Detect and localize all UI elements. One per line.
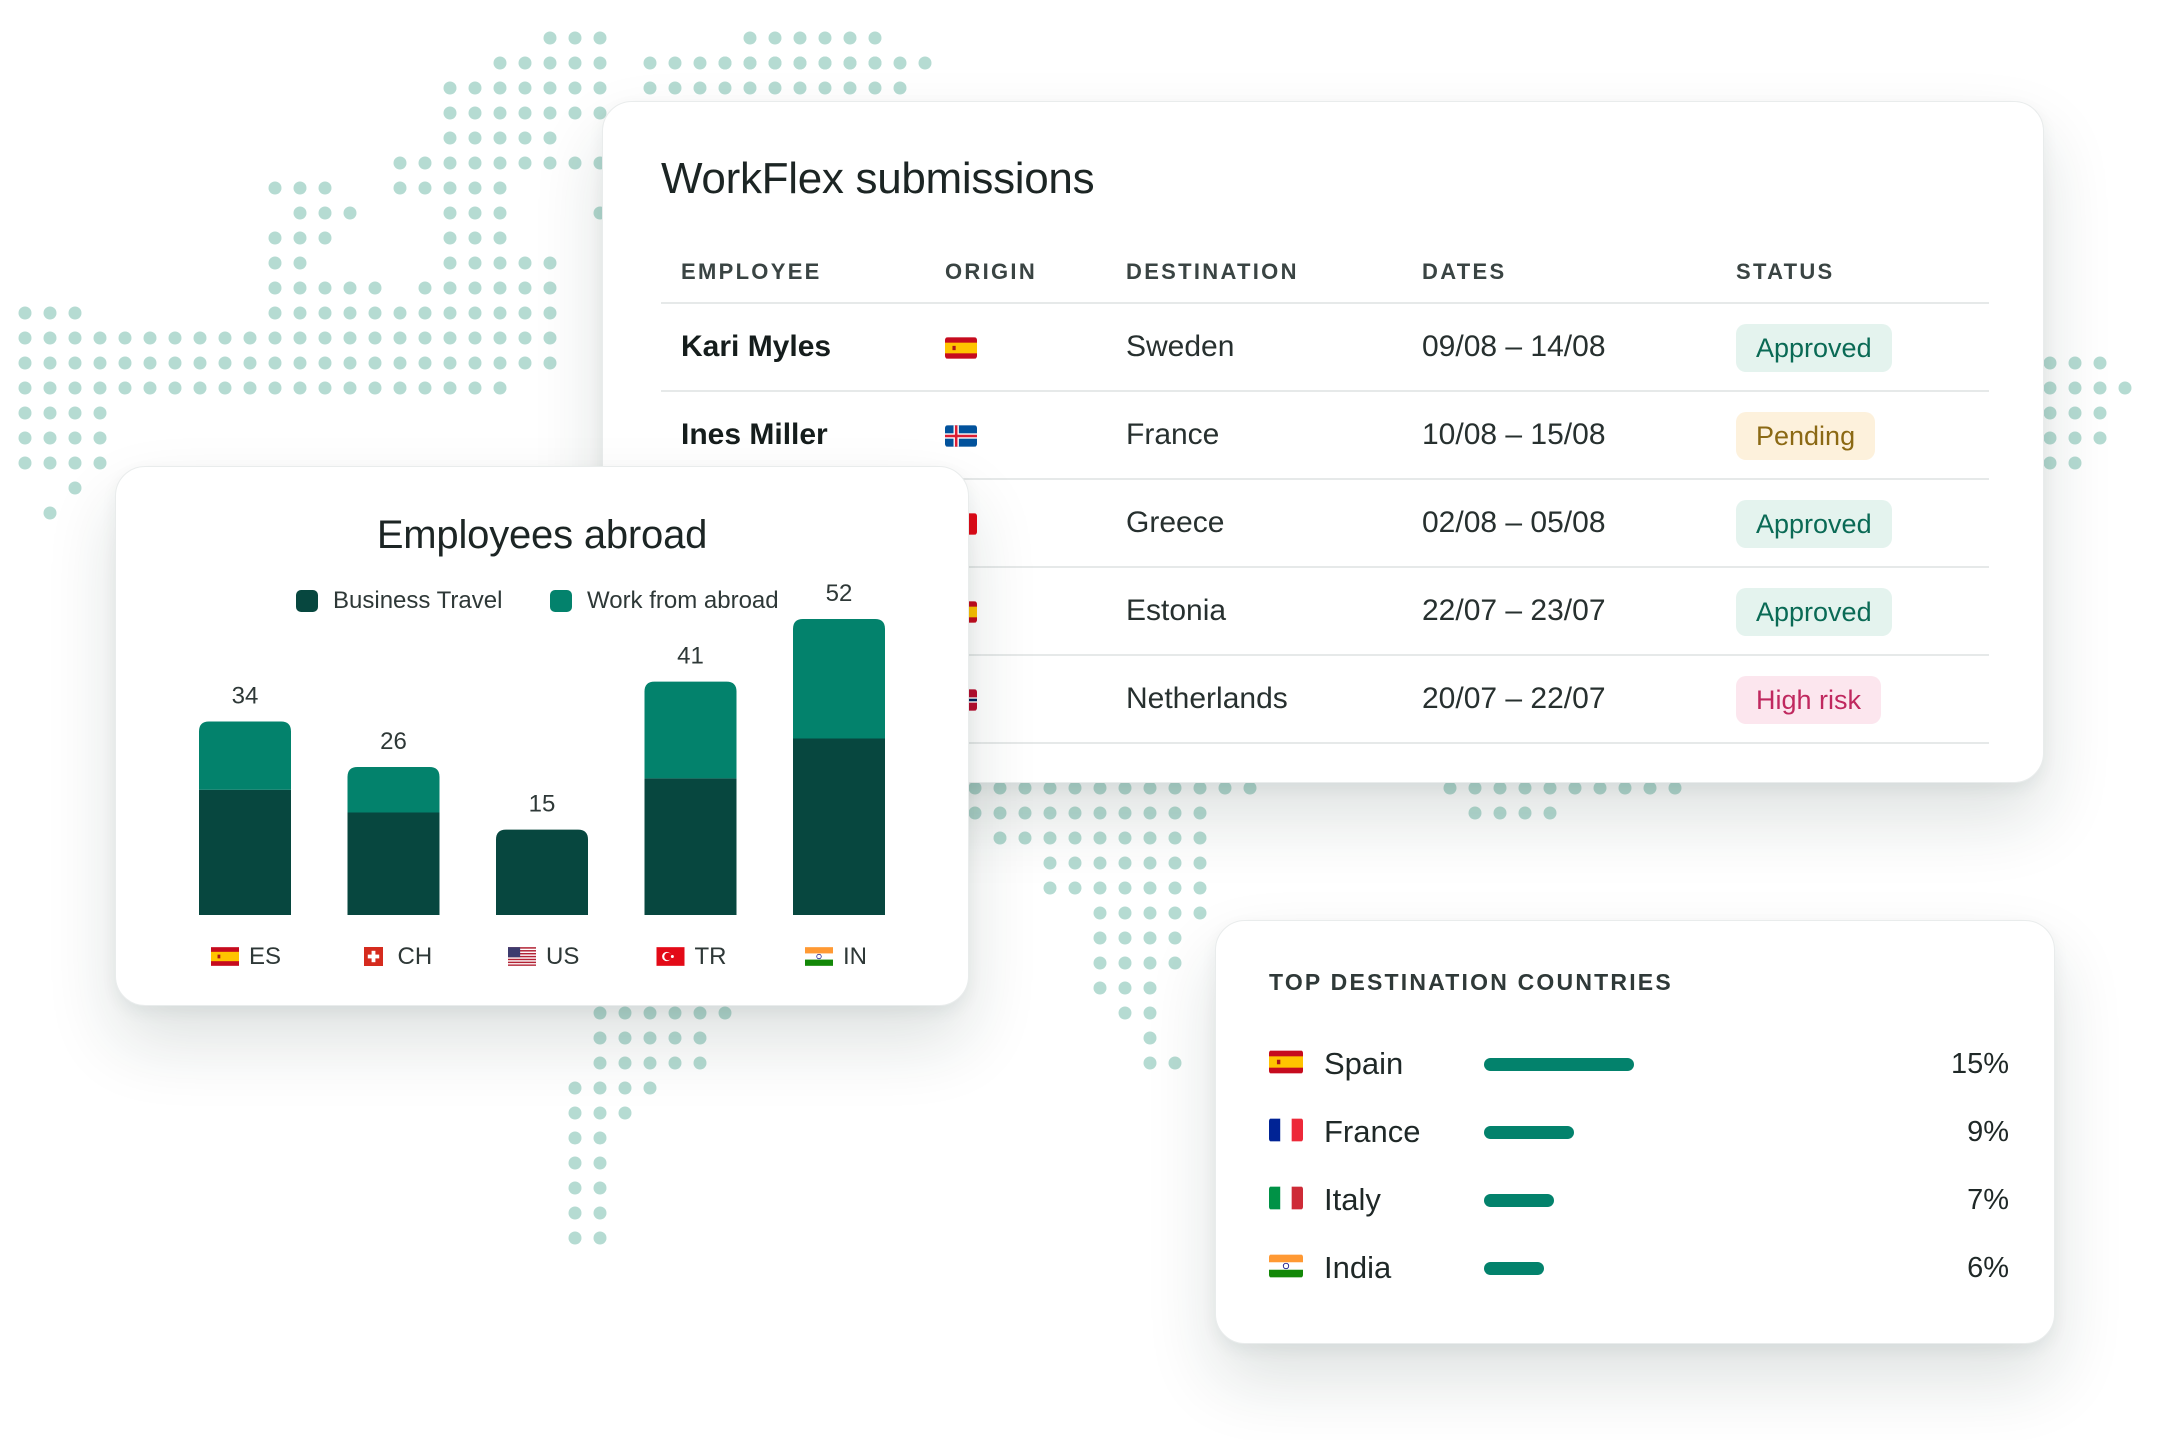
france-flag-icon xyxy=(1269,1118,1303,1142)
top-destinations-title: TOP DESTINATION COUNTRIES xyxy=(1269,969,1673,995)
x-tick-label: IN xyxy=(843,943,867,970)
destination-country: Spain xyxy=(1324,1046,1404,1081)
dates-cell: 22/07 – 23/07 xyxy=(1422,594,1606,627)
destination-item[interactable]: Spain 15% xyxy=(1269,1039,2009,1089)
turkey-flag-icon xyxy=(656,947,685,966)
bar-group-ch[interactable] xyxy=(347,767,440,915)
status-badge[interactable]: High risk xyxy=(1736,676,1882,724)
destination-cell: France xyxy=(1126,418,1220,451)
table-row[interactable]: Greece 02/08 – 05/08 Approved xyxy=(661,480,1989,568)
x-tick-label: ES xyxy=(249,943,281,970)
submissions-table: EMPLOYEE ORIGIN DESTINATION DATES STATUS… xyxy=(661,242,1989,744)
destination-share-bar xyxy=(1484,1126,1574,1139)
bar-segment-business-travel[interactable] xyxy=(199,789,291,915)
destination-cell: Sweden xyxy=(1126,330,1235,363)
status-badge[interactable]: Approved xyxy=(1736,324,1892,372)
column-header-origin[interactable]: ORIGIN xyxy=(945,259,1038,284)
bar-total-label: 34 xyxy=(232,682,259,709)
destination-country: France xyxy=(1324,1114,1421,1149)
bar-segment-business-travel[interactable] xyxy=(496,829,588,915)
bar-segment-business-travel[interactable] xyxy=(347,812,440,915)
status-badge[interactable]: Pending xyxy=(1736,412,1876,460)
dates-cell: 02/08 – 05/08 xyxy=(1422,506,1606,539)
bar-total-label: 26 xyxy=(380,728,407,755)
destination-cell: Estonia xyxy=(1126,594,1227,627)
x-tick-label: CH xyxy=(398,943,433,970)
table-row[interactable]: Estonia 22/07 – 23/07 Approved xyxy=(661,568,1989,656)
dates-cell: 09/08 – 14/08 xyxy=(1422,330,1606,363)
destination-percent: 9% xyxy=(1967,1116,2009,1148)
bar-segment-work-from-abroad[interactable] xyxy=(199,721,291,790)
employee-name: Ines Miller xyxy=(681,418,828,451)
status-badge[interactable]: Approved xyxy=(1736,500,1892,548)
x-tick-label: TR xyxy=(695,943,727,970)
bar-group-us[interactable] xyxy=(496,829,588,915)
employees-abroad-card: 34 ES 26 CH 15 US 41 TR 52 IN Employees abroad Bu… xyxy=(115,466,969,1006)
bar-group-in[interactable] xyxy=(793,619,885,915)
iceland-flag-icon xyxy=(945,425,977,447)
spain-flag-icon xyxy=(945,337,977,359)
bar-segment-work-from-abroad[interactable] xyxy=(793,619,885,739)
bar-total-label: 52 xyxy=(826,580,853,607)
destination-item[interactable]: India 6% xyxy=(1269,1243,2009,1293)
spain-flag-icon xyxy=(211,947,239,966)
destination-share-bar xyxy=(1484,1262,1544,1275)
table-header-row: EMPLOYEE ORIGIN DESTINATION DATES STATUS xyxy=(661,242,1989,304)
column-header-dates[interactable]: DATES xyxy=(1422,259,1507,284)
submissions-card: WorkFlex submissions EMPLOYEE ORIGIN DES… xyxy=(602,101,2044,783)
dates-cell: 20/07 – 22/07 xyxy=(1422,682,1606,715)
legend-business-travel: Business Travel xyxy=(296,587,502,615)
submissions-title: WorkFlex submissions xyxy=(661,154,1095,203)
destination-percent: 6% xyxy=(1967,1252,2009,1284)
employees-abroad-chart: 34 ES 26 CH 15 US 41 TR 52 IN xyxy=(199,580,885,970)
origin-cell xyxy=(945,304,977,390)
destination-cell: Netherlands xyxy=(1126,682,1288,715)
destination-cell: Greece xyxy=(1126,506,1225,539)
bar-segment-work-from-abroad[interactable] xyxy=(347,767,440,813)
bar-group-es[interactable] xyxy=(199,721,291,915)
destination-percent: 15% xyxy=(1950,1048,2009,1080)
destination-country: Italy xyxy=(1324,1182,1381,1217)
table-row[interactable]: Kari Myles Sweden 09/08 – 14/08 Approved xyxy=(661,304,1989,392)
dates-cell: 10/08 – 15/08 xyxy=(1422,418,1606,451)
destination-item[interactable]: France 9% xyxy=(1269,1107,2009,1157)
legend-work-from-abroad: Work from abroad xyxy=(550,587,779,615)
destination-percent: 7% xyxy=(1967,1184,2009,1216)
column-header-employee[interactable]: EMPLOYEE xyxy=(681,259,822,284)
italy-flag-icon xyxy=(1269,1186,1303,1210)
column-header-destination[interactable]: DESTINATION xyxy=(1126,259,1299,284)
bar-total-label: 15 xyxy=(529,791,556,818)
switzerland-flag-icon xyxy=(364,947,383,966)
bar-total-label: 41 xyxy=(677,643,704,670)
x-tick-label: US xyxy=(546,943,579,970)
legend-label: Work from abroad xyxy=(587,587,779,614)
india-flag-icon xyxy=(1269,1254,1303,1278)
india-flag-icon xyxy=(805,947,833,966)
destination-item[interactable]: Italy 7% xyxy=(1269,1175,2009,1225)
bar-group-tr[interactable] xyxy=(644,681,737,915)
legend-swatch-business-travel xyxy=(296,590,318,612)
origin-cell xyxy=(945,392,977,478)
table-row[interactable]: Netherlands 20/07 – 22/07 High risk xyxy=(661,656,1989,744)
employees-abroad-title: Employees abroad xyxy=(376,513,708,557)
top-destinations-card: TOP DESTINATION COUNTRIES Spain 15% France… xyxy=(1215,920,2055,1344)
bar-segment-work-from-abroad[interactable] xyxy=(644,681,737,779)
legend-label: Business Travel xyxy=(333,587,503,614)
destination-share-bar xyxy=(1484,1194,1554,1207)
bar-segment-business-travel[interactable] xyxy=(793,738,885,915)
usa-flag-icon xyxy=(508,947,536,966)
employee-name: Kari Myles xyxy=(681,330,832,363)
destination-share-bar xyxy=(1484,1058,1634,1071)
column-header-status[interactable]: STATUS xyxy=(1736,259,1835,284)
destination-country: India xyxy=(1324,1250,1392,1285)
spain-flag-icon xyxy=(1269,1050,1303,1074)
status-badge[interactable]: Approved xyxy=(1736,588,1892,636)
bar-segment-business-travel[interactable] xyxy=(644,778,737,915)
table-row[interactable]: Ines Miller France 10/08 – 15/08 Pending xyxy=(661,392,1989,480)
legend-swatch-work-from-abroad xyxy=(550,590,572,612)
